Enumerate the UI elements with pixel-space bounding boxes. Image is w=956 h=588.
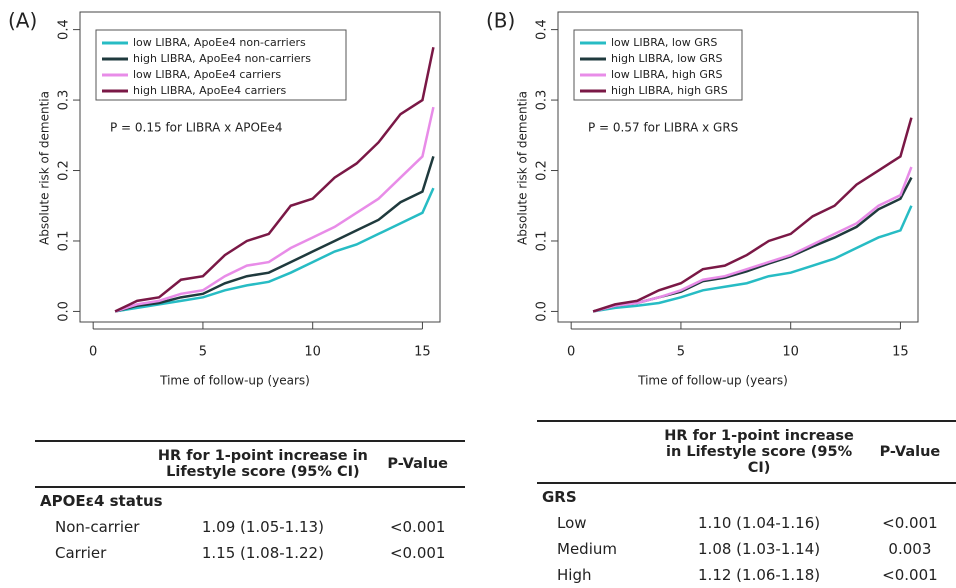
x-tick-label: 0 [89,345,97,360]
header-cell: HR for 1-point increase in Lifestyle sco… [157,448,368,480]
cell: 0.003 [888,540,932,558]
legend-label: high LIBRA, ApoEe4 carriers [133,84,287,97]
header-cell: P-Value [387,456,449,472]
data-line [114,187,435,313]
y-axis-title: Absolute risk of dementia [516,91,530,245]
legend-box [95,29,347,101]
group-row: GRS [537,483,956,510]
group-label: GRS [542,488,577,506]
data-row: Low 1.10 (1.04-1.16) <0.001 [537,510,956,536]
cell: 1.15 (1.08-1.22) [201,544,324,562]
y-tick-label: 0.2 [57,160,72,181]
header-row: HR for 1-point increase in Lifestyle sco… [537,421,956,483]
header-row: HR for 1-point increase in Lifestyle sco… [35,441,465,487]
data-row: Carrier 1.15 (1.08-1.22) <0.001 [35,540,465,566]
y-tick-label: 0.0 [57,301,72,322]
y-tick-label: 0.2 [535,160,550,181]
annotation: P = 0.15 for LIBRA x APOEe4 [110,121,283,135]
x-axis-title: Time of follow-up (years) [637,374,788,388]
data-row: Non-carrier 1.09 (1.05-1.13) <0.001 [35,514,465,540]
plot-frame [557,11,919,323]
legend-label: low LIBRA, low GRS [611,36,717,49]
plot-frame [79,11,441,323]
header-cell [537,421,654,483]
x-axis-title: Time of follow-up (years) [159,374,310,388]
header-cell: P-Value [879,444,941,460]
legend-label: low LIBRA, ApoEe4 non-carriers [133,36,306,49]
y-tick-label: 0.1 [535,231,550,252]
legend-label: high LIBRA, ApoEe4 non-carriers [133,52,311,65]
page: (A) 0 5 10 15 0.0 0.1 0.2 0.3 0.4 Time of follow-u… [8,8,956,584]
data-line [114,46,435,313]
cell: 1.08 (1.03-1.14) [698,540,821,558]
chart-panel: (A) 0 5 10 15 0.0 0.1 0.2 0.3 0.4 Time of follow-u… [8,9,441,388]
table: HR for 1-point increase in Lifestyle sco… [537,420,956,588]
row-label: Carrier [55,544,107,562]
y-tick-label: 0.4 [57,19,72,40]
cell: <0.001 [389,544,446,562]
row-label: Medium [557,540,617,558]
legend-label: low LIBRA, high GRS [611,68,723,81]
data-line [114,156,435,313]
data-row: Medium 1.08 (1.03-1.14) 0.003 [537,536,956,562]
cell: 1.09 (1.05-1.13) [201,518,324,536]
panel-label: (A) [8,9,37,33]
x-tick-label: 15 [892,345,909,360]
x-tick-label: 5 [199,345,207,360]
row-label: Non-carrier [55,518,140,536]
group-label: APOEε4 status [40,492,163,510]
y-axis-title: Absolute risk of dementia [38,91,52,245]
table: HR for 1-point increase in Lifestyle sco… [35,440,465,566]
annotation: P = 0.57 for LIBRA x GRS [588,121,738,135]
data-line [592,117,913,313]
group-row: APOEε4 status [35,487,465,514]
charts: (A) 0 5 10 15 0.0 0.1 0.2 0.3 0.4 Time of follow-u… [8,9,919,388]
data-line [114,106,435,313]
x-tick-label: 15 [414,345,431,360]
y-tick-label: 0.0 [535,301,550,322]
cell: <0.001 [389,518,446,536]
panel-label: (B) [486,9,515,33]
x-tick-label: 5 [677,345,685,360]
y-tick-label: 0.4 [535,19,550,40]
chart-panel: (B) 0 5 10 15 0.0 0.1 0.2 0.3 0.4 Time of follow-u… [486,9,919,388]
header-cell [35,441,155,487]
data-line [592,205,913,313]
row-label: Low [557,514,587,532]
cell: <0.001 [882,514,938,532]
x-tick-label: 10 [782,345,799,360]
y-tick-label: 0.3 [535,90,550,111]
header-cell: HR for 1-point increase in Lifestyle sco… [664,428,854,476]
x-tick-label: 10 [304,345,321,360]
y-tick-label: 0.1 [57,231,72,252]
data-line [592,166,913,313]
legend-label: high LIBRA, high GRS [611,84,728,97]
x-tick-label: 0 [567,345,575,360]
y-tick-label: 0.3 [57,90,72,111]
legend-label: low LIBRA, ApoEe4 carriers [133,68,281,81]
cell: 1.10 (1.04-1.16) [698,514,821,532]
legend-label: high LIBRA, low GRS [611,52,723,65]
